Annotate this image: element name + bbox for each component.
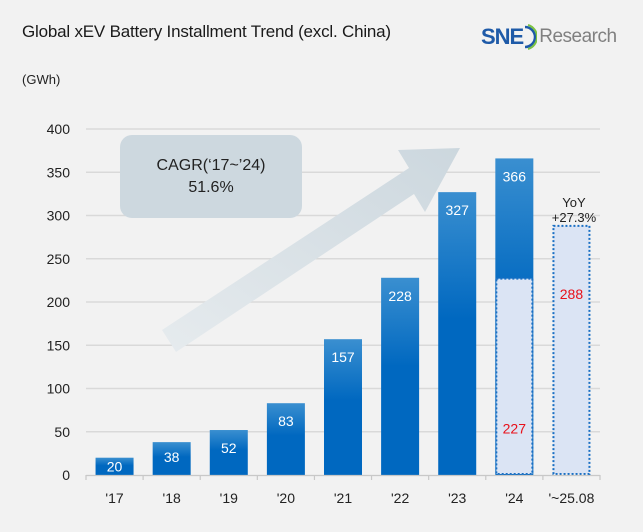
x-tick-label: '18	[163, 490, 181, 506]
y-tick-label: 200	[47, 294, 71, 310]
bar-value-label: 157	[331, 349, 355, 365]
y-tick-label: 50	[54, 424, 70, 440]
bar-ytd	[552, 224, 591, 475]
y-tick-label: 250	[47, 251, 71, 267]
x-tick-label: '19	[220, 490, 238, 506]
sne-research-logo: SNE Research	[481, 24, 617, 50]
bar-full-year	[209, 430, 248, 475]
y-axis-unit: (GWh)	[22, 72, 61, 87]
y-tick-label: 300	[47, 208, 71, 224]
x-tick-label: '20	[277, 490, 295, 506]
logo-suffix: Research	[539, 26, 617, 47]
bar-value-label: 83	[278, 413, 294, 429]
yoy-annotation: YoY +27.3%	[552, 195, 597, 225]
bar-ytd-value-label: 227	[503, 421, 527, 437]
chart-title: Global xEV Battery Installment Trend (ex…	[22, 22, 391, 41]
x-axis	[85, 474, 601, 480]
x-tick-label: '17	[105, 490, 123, 506]
bar-full-year	[438, 192, 477, 475]
y-tick-label: 0	[62, 467, 70, 483]
bar-value-label: 38	[164, 449, 180, 465]
bar-value-label: 366	[503, 168, 527, 184]
bar-value-label: 20	[107, 459, 123, 475]
x-tick-label: '21	[334, 490, 352, 506]
bar-full-year	[266, 403, 305, 475]
logo-brand: SNE	[481, 24, 524, 49]
y-tick-label: 150	[47, 337, 71, 353]
bar-value-label: 327	[446, 202, 470, 218]
cagr-box: CAGR(‘17~’24) 51.6%	[120, 135, 302, 218]
bar-full-year	[381, 277, 420, 475]
x-tick-label: '24	[505, 490, 523, 506]
y-tick-label: 350	[47, 164, 71, 180]
bar-ytd	[495, 277, 534, 475]
yoy-value: +27.3%	[552, 210, 597, 225]
x-tick-label: '~25.08	[548, 490, 594, 506]
x-tick-label: '22	[391, 490, 409, 506]
yoy-label: YoY	[562, 195, 586, 210]
bars: 20 38 52 83 157 228 327 366 227 288	[95, 158, 591, 475]
bar-value-label: 228	[388, 288, 412, 304]
trend-arrow-icon	[162, 148, 460, 352]
x-tick-label: '23	[448, 490, 466, 506]
bar-full-year	[152, 442, 191, 475]
bar-full-year	[95, 457, 134, 475]
y-axis-ticks: 0 50 100 150 200 250 300 350 400	[47, 121, 71, 483]
y-tick-label: 100	[47, 381, 71, 397]
trend-arrow-layer	[162, 148, 460, 352]
bar-ytd-value-label: 288	[560, 286, 584, 302]
cagr-value: 51.6%	[188, 179, 233, 196]
x-axis-labels: '17 '18 '19 '20 '21 '22 '23 '24 '~25.08	[105, 490, 594, 506]
cagr-label: CAGR(‘17~’24)	[157, 157, 266, 174]
y-tick-label: 400	[47, 121, 71, 137]
bar-value-label: 52	[221, 440, 237, 456]
logo-arc-icon	[525, 24, 538, 50]
bar-full-year	[324, 339, 362, 475]
